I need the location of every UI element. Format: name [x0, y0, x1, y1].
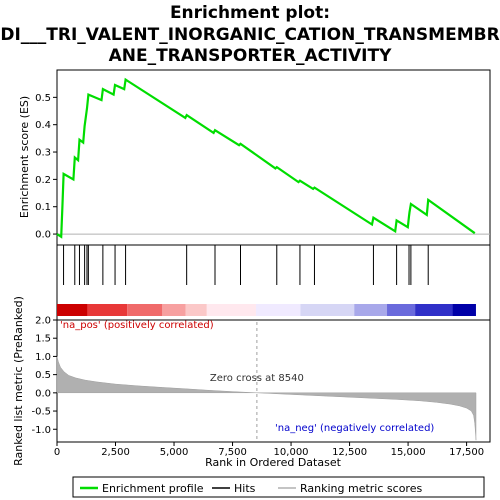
- chart-title-line-3: ANE_TRANSPORTER_ACTIVITY: [109, 46, 392, 66]
- x-tick-label: 5,000: [160, 447, 189, 458]
- legend-enrichment-label: Enrichment profile: [102, 482, 204, 495]
- colorbar-segment: [162, 304, 186, 316]
- es-y-tick-label: 0.3: [35, 148, 51, 159]
- x-tick-label: 2,500: [101, 447, 130, 458]
- colorbar-segment: [255, 304, 301, 316]
- metric-y-tick-label: 2.0: [35, 316, 51, 327]
- zero-cross-label: Zero cross at 8540: [210, 373, 304, 384]
- colorbar-segment: [300, 304, 355, 316]
- x-axis-ticks: 0 2,500 5,000 7,500 10,000 12,500 15,000 17,500: [54, 442, 484, 458]
- x-tick-label: 12,500: [332, 447, 367, 458]
- colorbar-segment: [127, 304, 163, 316]
- es-panel-frame: [56, 69, 491, 246]
- metric-y-tick-label: 1.5: [35, 334, 51, 345]
- metric-y-tick-label: 0.5: [35, 370, 51, 381]
- ranking-metric-area: [56, 356, 477, 441]
- es-y-tick-label: 0.5: [35, 93, 51, 104]
- chart-title-line-2: DI___TRI_VALENT_INORGANIC_CATION_TRANSME…: [0, 25, 499, 45]
- es-y-axis-label: Enrichment score (ES): [18, 96, 31, 218]
- legend-metric-label: Ranking metric scores: [300, 482, 422, 495]
- enrichment-profile-line: [56, 77, 476, 239]
- colorbar-segment: [387, 304, 416, 316]
- negative-correlation-label: 'na_neg' (negatively correlated): [275, 423, 434, 434]
- metric-y-ticks: -1.0 -0.5 0.0 0.5 1.0 1.5 2.0: [31, 316, 57, 436]
- metric-y-tick-label: -0.5: [31, 407, 51, 418]
- rank-colorbar: [57, 304, 476, 316]
- es-y-tick-label: 0.2: [35, 175, 51, 186]
- legend-box: [72, 476, 485, 498]
- es-panel: 0.0 0.1 0.2 0.3 0.4 0.5 Enrichment score (ES): [18, 69, 491, 246]
- chart-title-line-1: Enrichment plot:: [170, 3, 330, 23]
- colorbar-segment: [354, 304, 388, 316]
- es-y-tick-label: 0.1: [35, 202, 51, 213]
- x-tick-label: 10,000: [274, 447, 309, 458]
- x-tick-label: 15,000: [391, 447, 426, 458]
- colorbar-segment: [206, 304, 256, 316]
- x-tick-label: 7,500: [218, 447, 247, 458]
- hit-marks: [63, 245, 429, 285]
- metric-panel: -1.0 -0.5 0.0 0.5 1.0 1.5 2.0 'na_pos' (positi…: [12, 296, 491, 466]
- hits-panel: [56, 244, 491, 321]
- colorbar-segment: [415, 304, 453, 316]
- metric-y-tick-label: 0.0: [35, 388, 51, 399]
- es-y-ticks: 0.0 0.1 0.2 0.3 0.4 0.5: [35, 93, 57, 241]
- x-tick-label: 17,500: [449, 447, 484, 458]
- x-axis-label: Rank in Ordered Dataset: [205, 456, 342, 469]
- colorbar-segment: [185, 304, 207, 316]
- colorbar-segment: [452, 304, 476, 316]
- metric-y-tick-label: 1.0: [35, 352, 51, 363]
- metric-panel-frame: [56, 319, 491, 443]
- positive-correlation-label: 'na_pos' (positively correlated): [60, 320, 214, 331]
- es-y-tick-label: 0.0: [35, 230, 51, 241]
- legend-hits-label: Hits: [234, 482, 256, 495]
- colorbar-segment: [57, 304, 88, 316]
- legend: Enrichment profile Hits Ranking metric s…: [72, 476, 485, 498]
- metric-y-tick-label: -1.0: [31, 425, 51, 436]
- colorbar-segment: [87, 304, 128, 316]
- x-tick-label: 0: [54, 447, 60, 458]
- es-y-tick-label: 0.4: [35, 120, 51, 131]
- metric-y-axis-label: Ranked list metric (PreRanked): [12, 296, 25, 466]
